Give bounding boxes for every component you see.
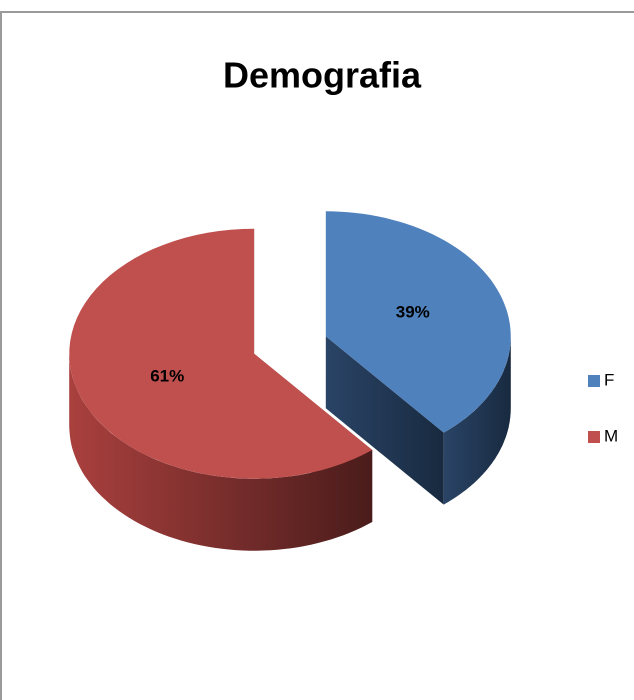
chart-title: Demografia — [223, 55, 422, 96]
legend-swatch — [588, 375, 600, 387]
slice-wall — [443, 336, 511, 505]
slice-side — [325, 336, 444, 505]
slice-wall — [69, 353, 373, 551]
data-label: 39% — [396, 302, 430, 321]
frame — [0, 11, 634, 700]
data-label: 61% — [150, 366, 184, 385]
slice — [69, 228, 373, 479]
legend-swatch — [588, 431, 600, 443]
legend-label: F — [604, 370, 614, 389]
slice — [325, 211, 511, 433]
legend-label: M — [604, 426, 618, 445]
